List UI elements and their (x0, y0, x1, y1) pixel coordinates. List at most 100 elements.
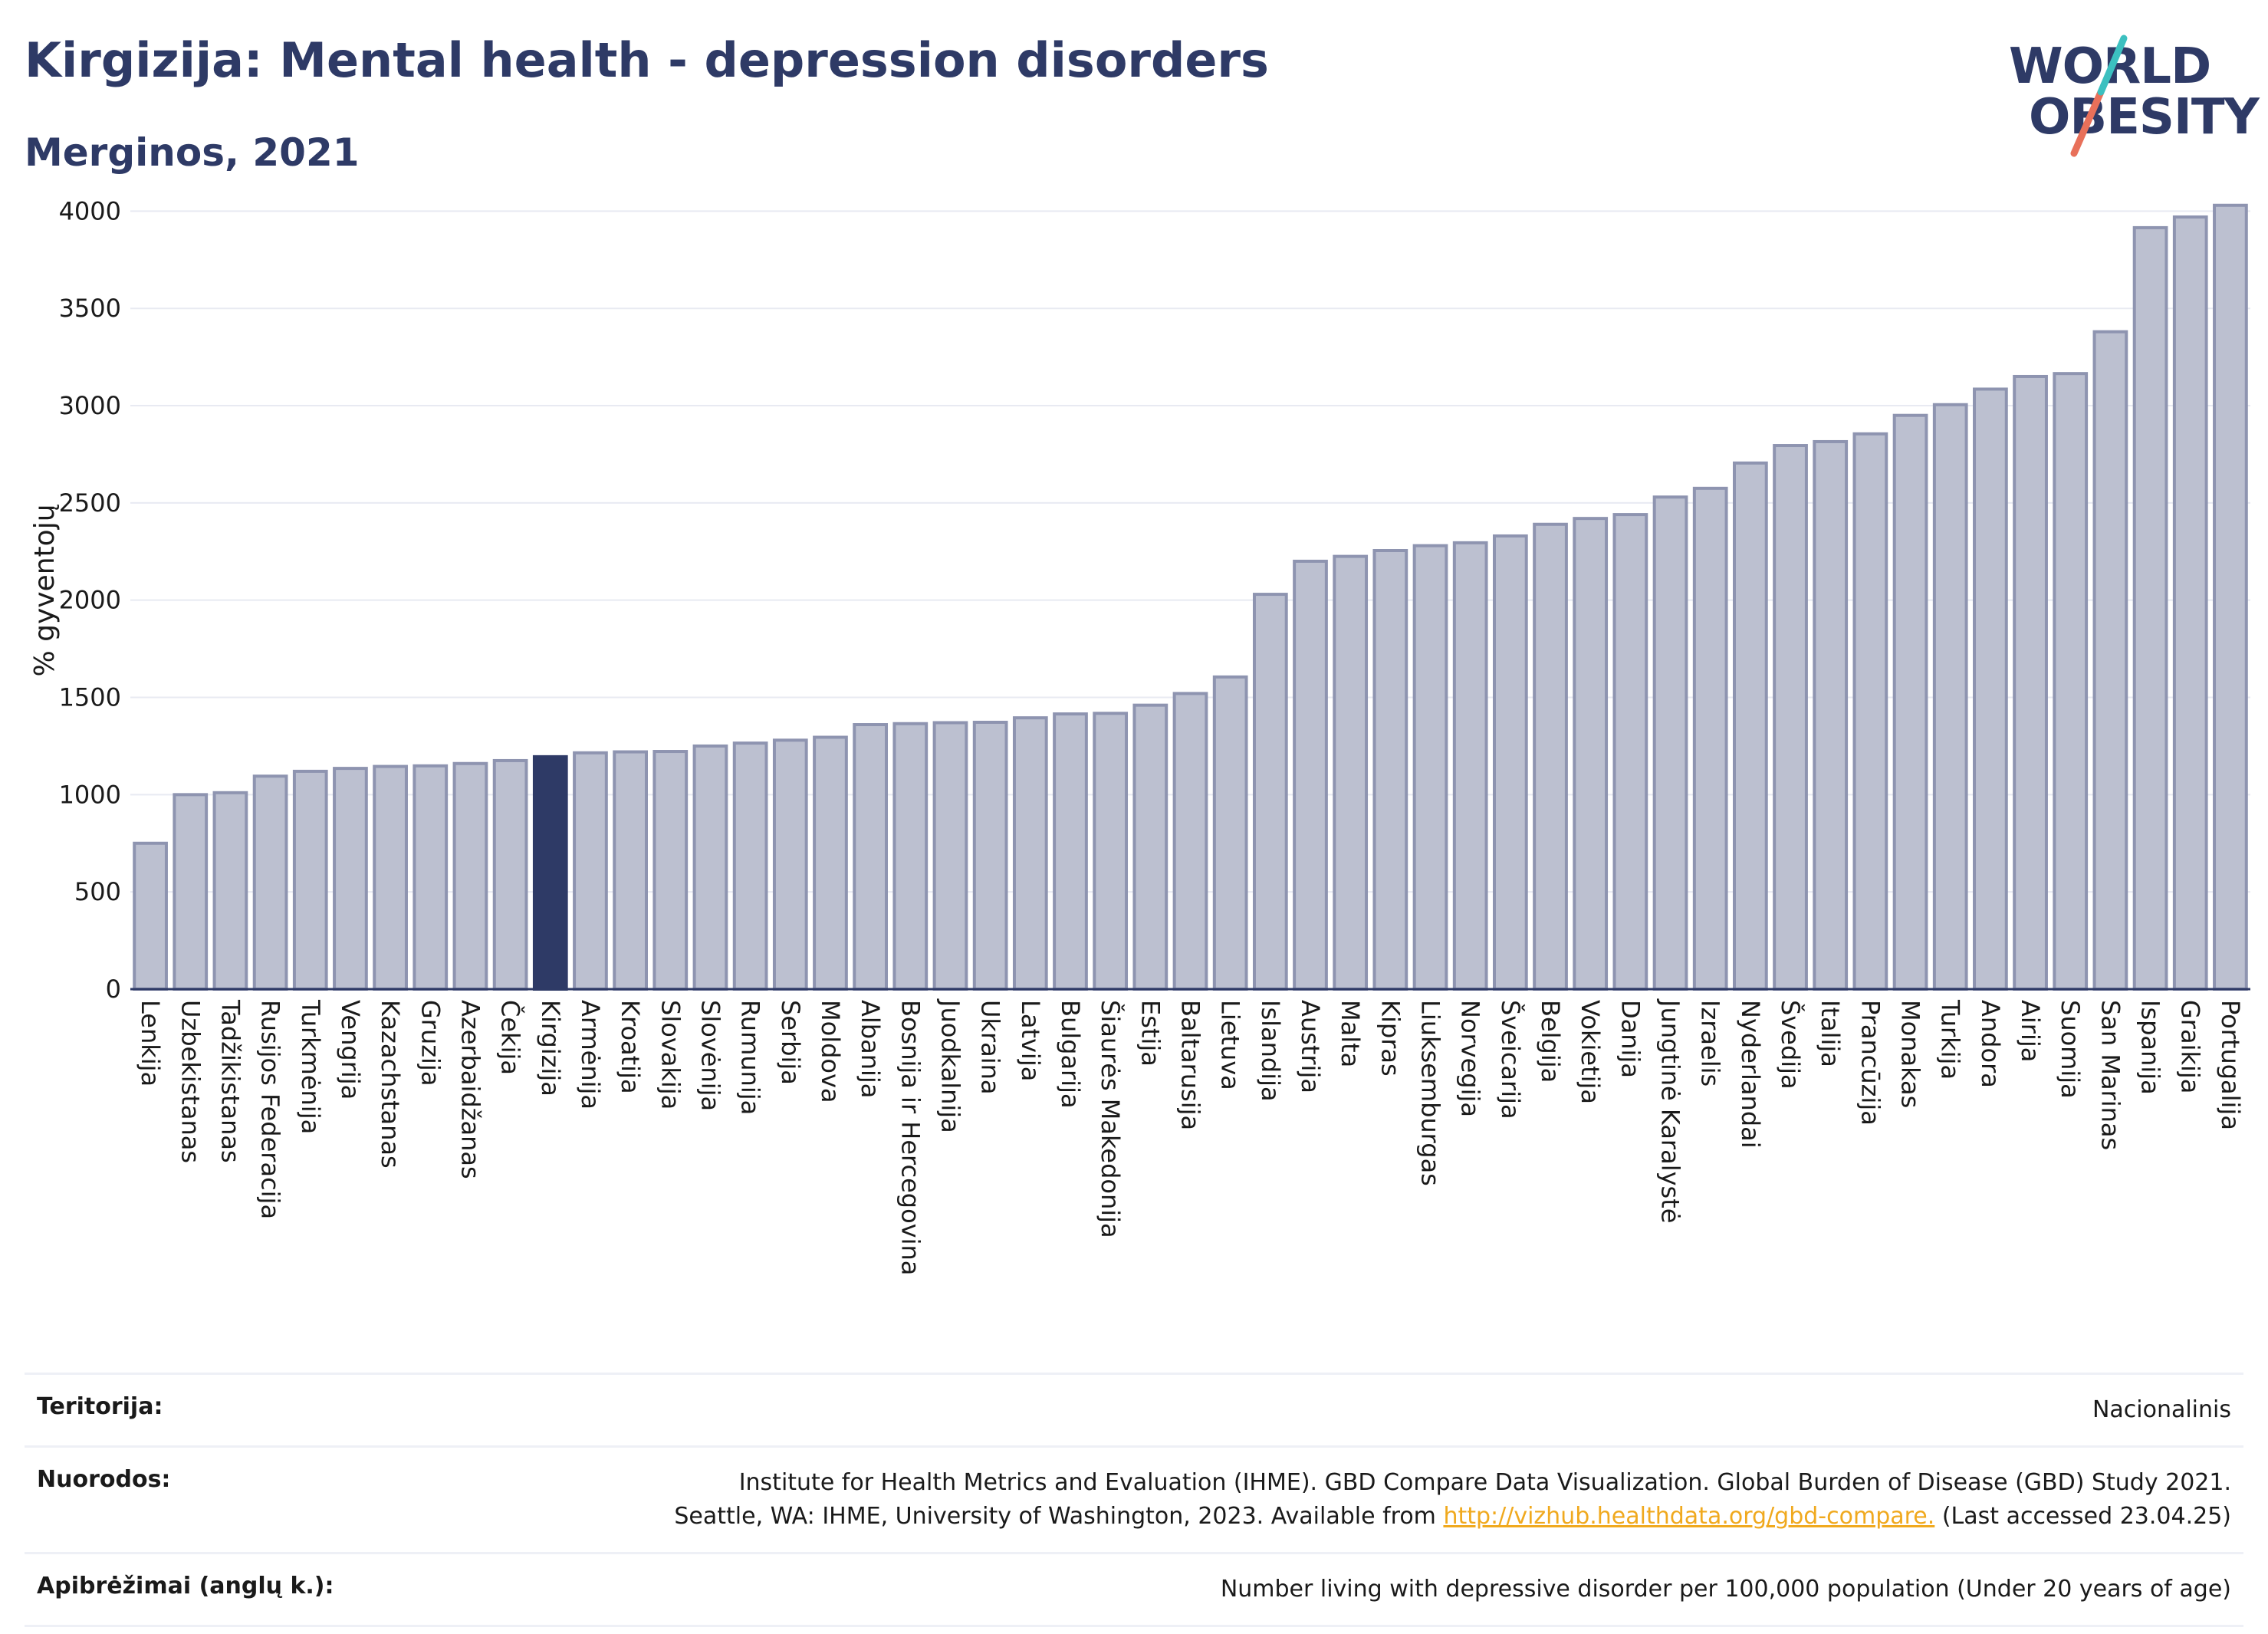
bar (573, 751, 608, 991)
bar (1492, 534, 1528, 991)
x-tick-label: Portugalija (2216, 1000, 2245, 1130)
bar (2092, 330, 2128, 991)
x-tick-label: Čekija (496, 1000, 526, 1075)
bar (1892, 413, 1928, 991)
x-tick-label: Andora (1976, 1000, 2005, 1088)
x-tick-label: Švedija (1776, 1000, 1806, 1090)
x-tick-label: Estija (1136, 1000, 1165, 1067)
bar (532, 755, 568, 991)
bar (292, 769, 328, 991)
bar (1533, 522, 1568, 991)
x-tick-label: Rumunija (736, 1000, 765, 1115)
source-line-1: Institute for Health Metrics and Evaluat… (738, 1469, 2231, 1496)
x-tick-label: Ispanija (2136, 1000, 2165, 1095)
bar (2213, 203, 2248, 991)
x-tick-label: Graikija (2176, 1000, 2205, 1093)
x-tick-label: Bosnija ir Hercegovina (896, 1000, 925, 1275)
x-tick-label: Kipras (1376, 1000, 1405, 1077)
x-tick-label: Suomija (2056, 1000, 2085, 1099)
y-tick-label: 4000 (59, 196, 121, 225)
y-tick-label: 1500 (59, 683, 121, 712)
bar (252, 774, 288, 991)
x-tick-label: Turkija (1936, 999, 1965, 1080)
bar (1612, 513, 1648, 991)
bar (1372, 549, 1408, 991)
logo-slash-icon (2070, 35, 2128, 157)
bar (1932, 403, 1968, 991)
x-tick-label: Austrija (1296, 1000, 1325, 1093)
x-tick-label: Turkmėnija (296, 999, 325, 1134)
x-tick-label: Azerbaidžanas (455, 1000, 485, 1179)
y-tick-label: 500 (74, 877, 121, 906)
x-tick-label: Prancūzija (1855, 1000, 1885, 1126)
bar (772, 738, 808, 991)
footer-label: Nuorodos: (37, 1466, 171, 1493)
bar (1212, 675, 1248, 991)
x-tick-label: Nyderlandai (1736, 1000, 1765, 1149)
bar (133, 841, 168, 991)
bar (1412, 544, 1448, 991)
bar (2053, 372, 2089, 991)
bar (173, 793, 209, 991)
x-tick-label: Airija (2016, 1000, 2045, 1062)
bars (133, 203, 2248, 991)
bar (1652, 495, 1688, 991)
y-tick-label: 2500 (59, 488, 121, 518)
x-tick-label: Kirgizija (536, 1000, 565, 1096)
bar (652, 750, 689, 991)
footer-label: Teritorija: (37, 1393, 163, 1420)
bar (1333, 554, 1369, 991)
bar (892, 722, 929, 991)
x-tick-label: Jungtinė Karalystė (1656, 998, 1685, 1223)
bar (1132, 703, 1169, 991)
x-tick-label: Danija (1616, 1000, 1645, 1078)
x-tick-label: Slovėnija (695, 1000, 725, 1111)
x-tick-label: Armėnija (576, 1000, 605, 1110)
y-tick-label: 1000 (59, 780, 121, 809)
bar (212, 791, 248, 991)
bar (1973, 387, 2008, 991)
x-tick-label: Kroatija (616, 1000, 645, 1094)
bar (452, 761, 488, 991)
chart-title: Kirgizija: Mental health - depression di… (25, 32, 1269, 88)
x-tick-label: Rusijos Federacija (256, 1000, 285, 1219)
x-tick-label: Gruzija (416, 1000, 445, 1086)
footer-value: Number living with depressive disorder p… (1220, 1576, 2231, 1603)
x-tick-label: Vokietija (1576, 1000, 1605, 1104)
source-line-2-prefix: Seattle, WA: IHME, University of Washing… (674, 1503, 1444, 1530)
x-tick-label: Izraelis (1696, 1000, 1725, 1087)
bar (492, 758, 528, 991)
x-tick-label: Belgija (1536, 1000, 1565, 1083)
y-tick-label: 0 (106, 975, 121, 1004)
x-tick-label: Moldova (816, 1000, 845, 1103)
footer-row-sources: Nuorodos: Institute for Health Metrics a… (25, 1445, 2243, 1552)
bar (1172, 692, 1208, 991)
footer-table: Teritorija: Nacionalinis Nuorodos: Insti… (25, 1373, 2243, 1627)
bar (1012, 716, 1048, 991)
x-tick-label: Italija (1816, 1000, 1845, 1067)
x-tick-label: Lenkija (136, 1000, 165, 1087)
bar (2013, 374, 2048, 991)
axes: 0 500 1000 1500 2000 2500 3000 3500 4000 % gyvent… (29, 196, 2250, 1004)
x-tick-label: Islandija (1256, 1000, 1285, 1102)
bar (1852, 432, 1888, 991)
footer-value: Institute for Health Metrics and Evaluat… (674, 1466, 2231, 1534)
bar (613, 750, 648, 991)
x-tick-label: Norvegija (1456, 1000, 1485, 1117)
source-link[interactable]: http://vizhub.healthdata.org/gbd-compare… (1443, 1503, 1935, 1530)
x-tick-label: San Marinas (2095, 1000, 2125, 1150)
x-tick-label: Kazachstanas (376, 1000, 405, 1169)
bar (1293, 559, 1328, 991)
x-tick-label: Ukraina (976, 1000, 1005, 1095)
world-obesity-logo: WORLD OBESITY (2001, 31, 2260, 169)
y-axis-label: % gyventojų (29, 504, 61, 676)
x-tick-label: Latvija (1016, 1000, 1045, 1081)
x-tick-label: Juodkalnija (935, 998, 965, 1133)
footer-row-definitions: Apibrėžimai (anglų k.): Number living wi… (25, 1552, 2243, 1627)
footer-value: Nacionalinis (2092, 1396, 2231, 1423)
x-tick-label: Baltarusija (1176, 1000, 1205, 1130)
x-tick-label: Albanija (856, 1000, 885, 1098)
x-tick-label: Uzbekistanas (176, 1000, 205, 1163)
bar (1692, 486, 1728, 991)
x-tick-label: Šveicarija (1496, 1000, 1526, 1119)
